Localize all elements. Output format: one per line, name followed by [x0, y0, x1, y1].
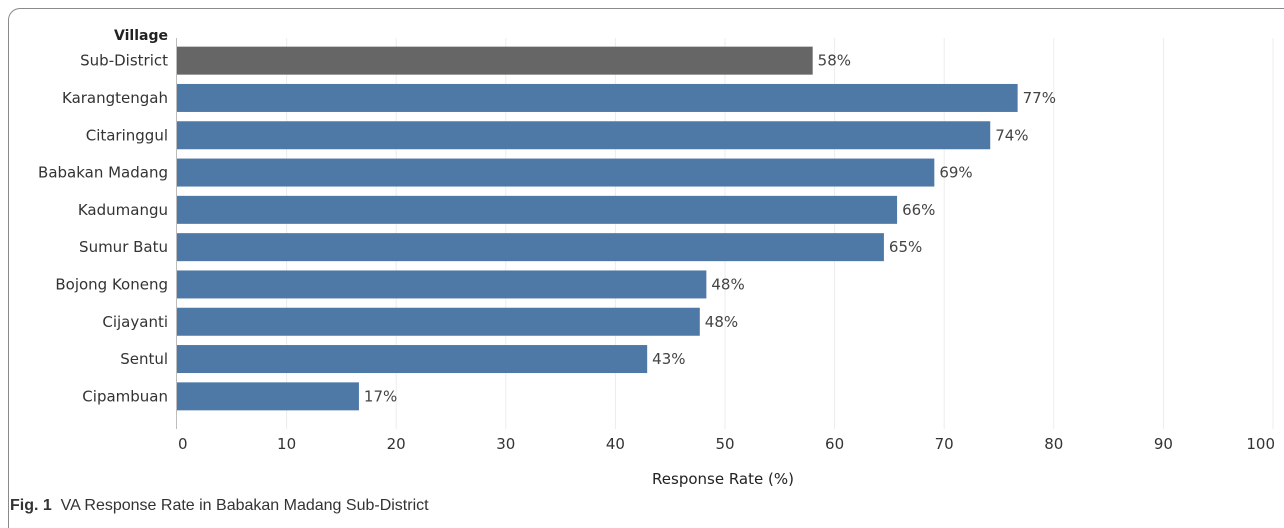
bar [177, 382, 359, 411]
category-label: Sentul [120, 350, 168, 368]
x-tick-label: 100 [1246, 435, 1275, 453]
data-label: 74% [995, 126, 1028, 144]
x-tick-label: 50 [715, 435, 734, 453]
figure-frame [8, 8, 1284, 528]
category-label: Karangtengah [62, 89, 168, 107]
x-tick-label: 10 [277, 435, 296, 453]
category-label: Kadumangu [78, 201, 168, 219]
data-label: 69% [939, 164, 972, 182]
bar [177, 83, 1018, 112]
data-label: 48% [705, 313, 738, 331]
caption-text: VA Response Rate in Babakan Madang Sub-D… [60, 497, 429, 514]
caption-prefix: Fig. 1 [10, 497, 52, 514]
bar [177, 233, 884, 262]
bar [177, 46, 813, 75]
category-label: Sumur Batu [79, 238, 168, 256]
response-rate-chart: Village Sub-District 58% Karangtengah 77% Cit… [38, 28, 1275, 488]
data-label: 65% [889, 238, 922, 256]
x-tick-label: 0 [178, 435, 188, 453]
bar [177, 195, 898, 224]
bar [177, 345, 648, 374]
x-tick-label: 60 [825, 435, 844, 453]
data-label: 48% [711, 275, 744, 293]
x-tick-label: 90 [1154, 435, 1173, 453]
x-axis-title: Response Rate (%) [652, 470, 794, 488]
bar [177, 158, 935, 187]
x-tick-label: 20 [387, 435, 406, 453]
x-tick-label: 70 [935, 435, 954, 453]
figure-caption: Fig. 1 VA Response Rate in Babakan Madan… [10, 497, 429, 515]
bar [177, 307, 700, 336]
data-label: 58% [818, 52, 851, 70]
category-label: Bojong Koneng [55, 275, 168, 293]
category-label: Cijayanti [102, 313, 168, 331]
category-label: Citaringgul [86, 126, 168, 144]
data-label: 43% [652, 350, 685, 368]
x-tick-label: 80 [1044, 435, 1063, 453]
data-label: 77% [1023, 89, 1056, 107]
data-label: 17% [364, 387, 397, 405]
category-axis-title: Village [114, 28, 168, 44]
bar [177, 270, 707, 299]
bar [177, 121, 991, 150]
category-label: Cipambuan [82, 387, 168, 405]
x-tick-label: 30 [496, 435, 515, 453]
category-label: Sub-District [80, 52, 168, 70]
x-tick-label: 40 [606, 435, 625, 453]
data-label: 66% [902, 201, 935, 219]
category-label: Babakan Madang [38, 164, 168, 182]
